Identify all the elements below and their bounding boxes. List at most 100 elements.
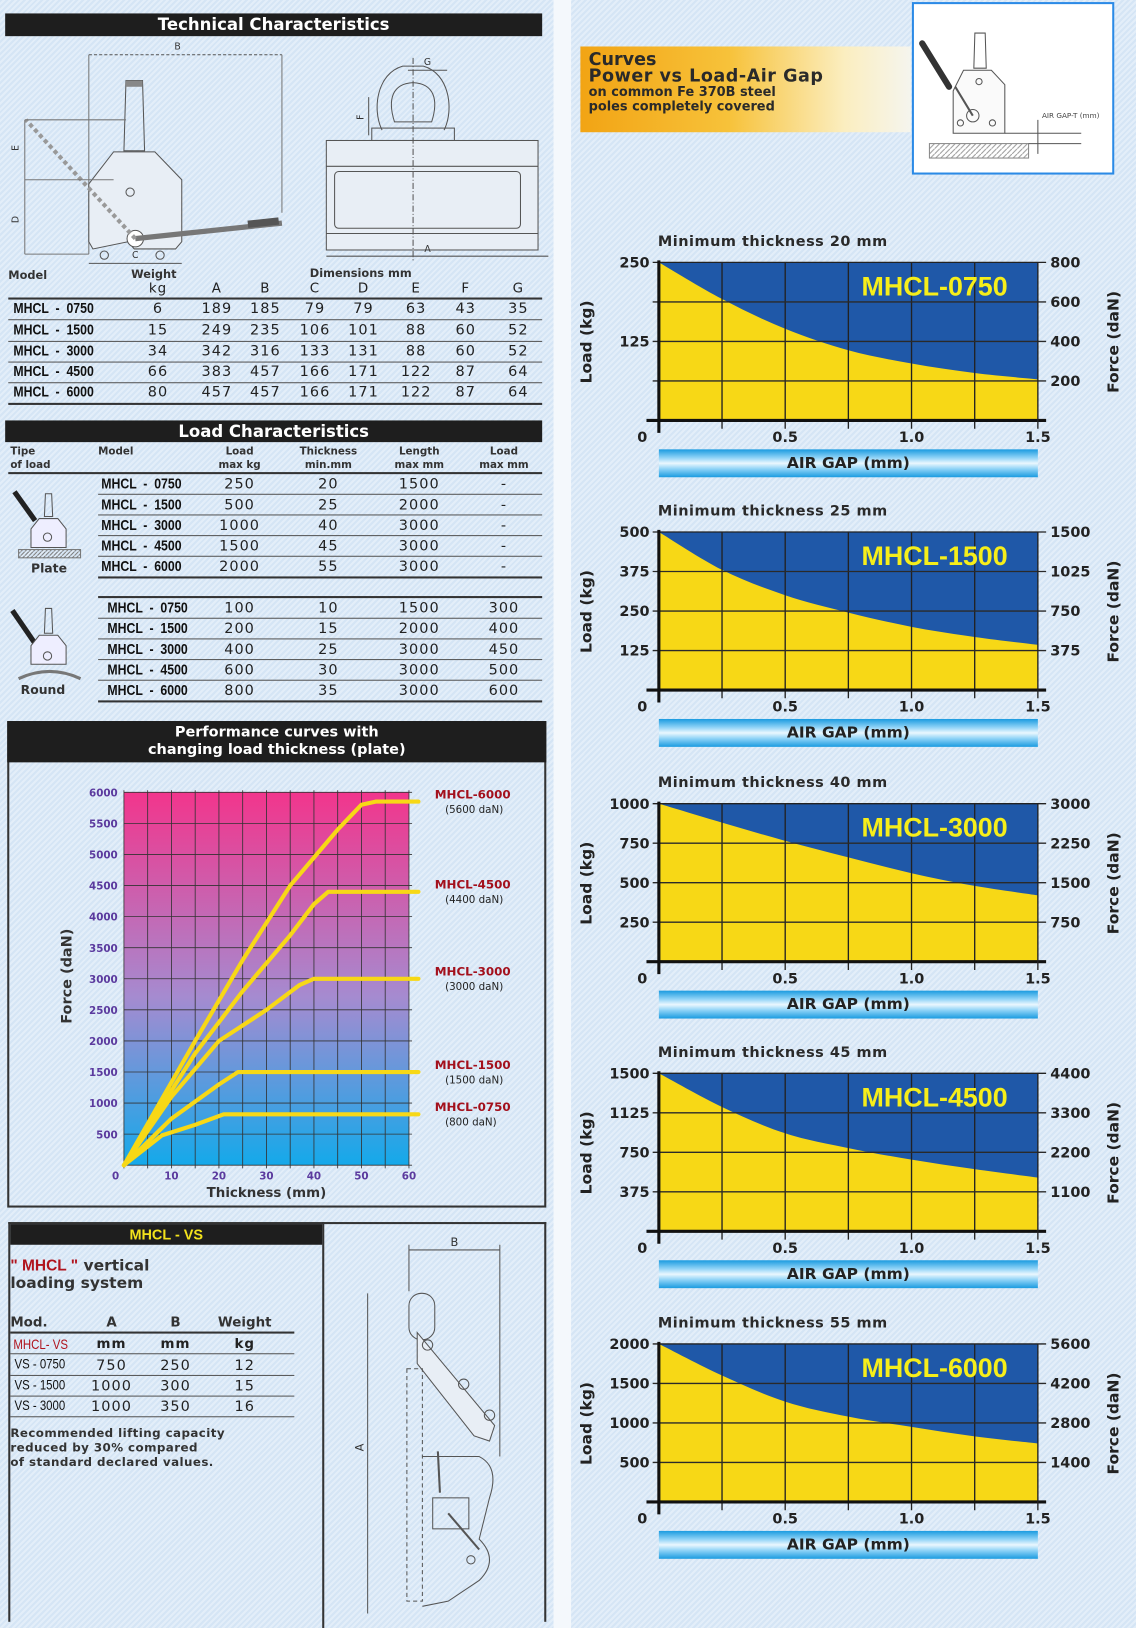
col-header-unit: F bbox=[461, 280, 471, 297]
table-cell: 66 bbox=[147, 363, 169, 381]
table-cell: - bbox=[500, 517, 508, 535]
table-cell: 40 bbox=[318, 517, 339, 535]
col-header-model: Model bbox=[8, 268, 48, 283]
row-divider bbox=[10, 1395, 295, 1397]
row-divider bbox=[10, 1353, 295, 1355]
model-name: MHCL - 3000 bbox=[107, 640, 188, 657]
chart-title: Minimum thickness 55 mm bbox=[657, 1315, 888, 1332]
col-header-length-unit: max mm bbox=[394, 459, 445, 472]
table-cell: 800 bbox=[224, 682, 255, 700]
model-label: MHCL-0750 bbox=[862, 271, 1008, 301]
table-cell: 250 bbox=[160, 1357, 191, 1374]
table-cell: 3000 bbox=[398, 641, 440, 659]
series-value-label: (3000 daN) bbox=[445, 981, 503, 993]
row-divider bbox=[98, 576, 543, 579]
model-name: MHCL - 0750 bbox=[101, 475, 182, 492]
table-cell: 166 bbox=[299, 384, 331, 401]
y-axis-title: Load (kg) bbox=[578, 1382, 596, 1465]
x-tick-label: 60 bbox=[402, 1171, 416, 1183]
table-cell: 750 bbox=[96, 1357, 127, 1374]
table-cell: 80 bbox=[147, 384, 169, 401]
row-divider bbox=[98, 679, 543, 681]
vs-note-line: reduced by 30% compared bbox=[10, 1440, 198, 1455]
series-label: MHCL-3000 bbox=[435, 965, 511, 979]
model-label: MHCL-6000 bbox=[862, 1353, 1008, 1383]
table-cell: 1500 bbox=[398, 476, 440, 493]
performance-chart: 5001000150020002500300035004000450050005… bbox=[59, 787, 511, 1201]
table-cell: 101 bbox=[348, 322, 379, 339]
air-gap-chart-plot: 1500 1125 750 375 4400 3300 2200 1100 0 0.5 1.0 1.5… bbox=[578, 1066, 1123, 1256]
table-cell: 6 bbox=[152, 300, 164, 318]
col-header-type-line2: of load bbox=[10, 459, 51, 472]
y2-tick-label: 2200 bbox=[1050, 1145, 1090, 1161]
table-cell: 79 bbox=[353, 300, 374, 318]
x-tick-label: 1.5 bbox=[1025, 971, 1051, 986]
y-tick-label: 2500 bbox=[89, 1005, 118, 1017]
table-cell: 171 bbox=[348, 384, 379, 401]
air-gap-chart-plot: 2000 1500 1000 500 5600 4200 2800 1400 0 0.5 1.0 1.… bbox=[578, 1337, 1123, 1527]
x-tick-label: 1.5 bbox=[1025, 1512, 1051, 1527]
y-tick-label: 500 bbox=[619, 876, 649, 892]
table-cell: - bbox=[500, 558, 508, 576]
chart-title: Minimum thickness 45 mm bbox=[657, 1044, 888, 1061]
x-tick-label: 1.0 bbox=[899, 700, 925, 715]
model-name: MHCL - 6000 bbox=[13, 383, 94, 400]
vs-drawing: B A bbox=[353, 1235, 501, 1614]
round-label: Round bbox=[20, 682, 66, 698]
col-header-thickness-unit: min.mm bbox=[304, 459, 352, 472]
table-cell: 16 bbox=[234, 1398, 255, 1416]
technical-drawing: B E D C G F A bbox=[11, 42, 549, 264]
table-cell: 64 bbox=[508, 363, 529, 381]
series-line-mhcl-4500 bbox=[121, 889, 421, 1168]
table-cell: 300 bbox=[488, 600, 520, 617]
table-cell: 457 bbox=[250, 363, 281, 381]
vs-col-header: Weight bbox=[217, 1315, 272, 1331]
row-divider bbox=[8, 382, 543, 384]
vs-divider bbox=[322, 1222, 325, 1628]
table-cell: 100 bbox=[224, 600, 255, 617]
x-axis-title-bar: AIR GAP (mm) bbox=[658, 449, 1038, 478]
col-header-unit: kg bbox=[148, 280, 168, 297]
x-tick-label: 1.0 bbox=[899, 1241, 925, 1256]
row-divider bbox=[8, 319, 543, 321]
curves-header-line3: on common Fe 370B steel bbox=[588, 83, 776, 100]
series-value-label: (4400 daN) bbox=[445, 894, 503, 906]
col-header-thickness: Thickness bbox=[299, 446, 358, 458]
y2-tick-label: 2250 bbox=[1050, 836, 1090, 852]
table-cell: 87 bbox=[455, 363, 476, 381]
vs-unit: mm bbox=[96, 1336, 127, 1353]
air-gap-chart: Minimum thickness 25 mm 500 375 250 125 1500 1… bbox=[573, 503, 1136, 751]
table-cell: 52 bbox=[508, 322, 529, 339]
vs-model-name: VS - 1500 bbox=[14, 1376, 66, 1393]
y-tick-label: 3000 bbox=[89, 974, 118, 986]
vs-dim-label-b: B bbox=[450, 1235, 458, 1249]
lever-icon bbox=[919, 40, 953, 90]
table-cell: 25 bbox=[318, 641, 339, 659]
table-cell: 500 bbox=[488, 662, 520, 679]
y2-axis-title: Force (daN) bbox=[1104, 1372, 1122, 1474]
table-cell: 122 bbox=[400, 363, 432, 381]
table-cell: 3000 bbox=[398, 682, 440, 700]
x-tick-label: 1.5 bbox=[1025, 430, 1051, 445]
y2-tick-label: 800 bbox=[1050, 256, 1080, 272]
row-divider bbox=[98, 535, 543, 537]
performance-title: Performance curves with changing load th… bbox=[7, 721, 547, 763]
model-name: MHCL - 0750 bbox=[107, 599, 188, 616]
dim-label-d: D bbox=[11, 216, 22, 223]
table-cell: 15 bbox=[318, 620, 339, 638]
table-cell: 2000 bbox=[219, 558, 261, 576]
model-name: MHCL - 0750 bbox=[13, 299, 94, 317]
x-axis-title-bar: AIR GAP (mm) bbox=[658, 1260, 1038, 1289]
table-cell: 3000 bbox=[398, 517, 440, 535]
table-cell: 55 bbox=[318, 558, 339, 576]
y2-tick-label: 1500 bbox=[1050, 876, 1090, 892]
y2-tick-label: 200 bbox=[1050, 374, 1080, 390]
series-value-label: (1500 daN) bbox=[445, 1074, 503, 1086]
air-gap-chart-plot: 500 375 250 125 1500 1025 750 375 0 0.5 1.0 1.5 Load… bbox=[578, 525, 1123, 715]
table-cell: 249 bbox=[201, 322, 233, 339]
x-tick-label: 50 bbox=[354, 1171, 368, 1183]
x-axis-title-bar: AIR GAP (mm) bbox=[658, 990, 1038, 1019]
y2-tick-label: 1400 bbox=[1050, 1456, 1090, 1472]
curves-header-line4: poles completely covered bbox=[588, 98, 775, 114]
